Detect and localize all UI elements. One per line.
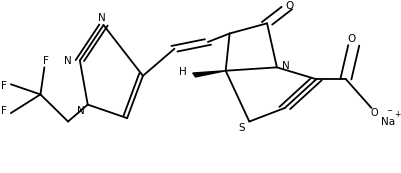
- Text: N: N: [281, 61, 289, 71]
- Text: F: F: [43, 56, 49, 66]
- Text: −: −: [385, 108, 391, 114]
- Text: S: S: [237, 123, 244, 133]
- Text: N: N: [97, 13, 105, 23]
- Text: +: +: [393, 110, 400, 119]
- Text: F: F: [1, 81, 7, 91]
- Text: O: O: [370, 108, 377, 118]
- Text: F: F: [1, 106, 7, 116]
- Text: N: N: [77, 106, 84, 116]
- Polygon shape: [192, 71, 225, 77]
- Text: H: H: [179, 67, 186, 78]
- Text: O: O: [347, 34, 355, 44]
- Text: O: O: [285, 1, 293, 11]
- Text: Na: Na: [380, 117, 394, 126]
- Text: N: N: [64, 56, 72, 66]
